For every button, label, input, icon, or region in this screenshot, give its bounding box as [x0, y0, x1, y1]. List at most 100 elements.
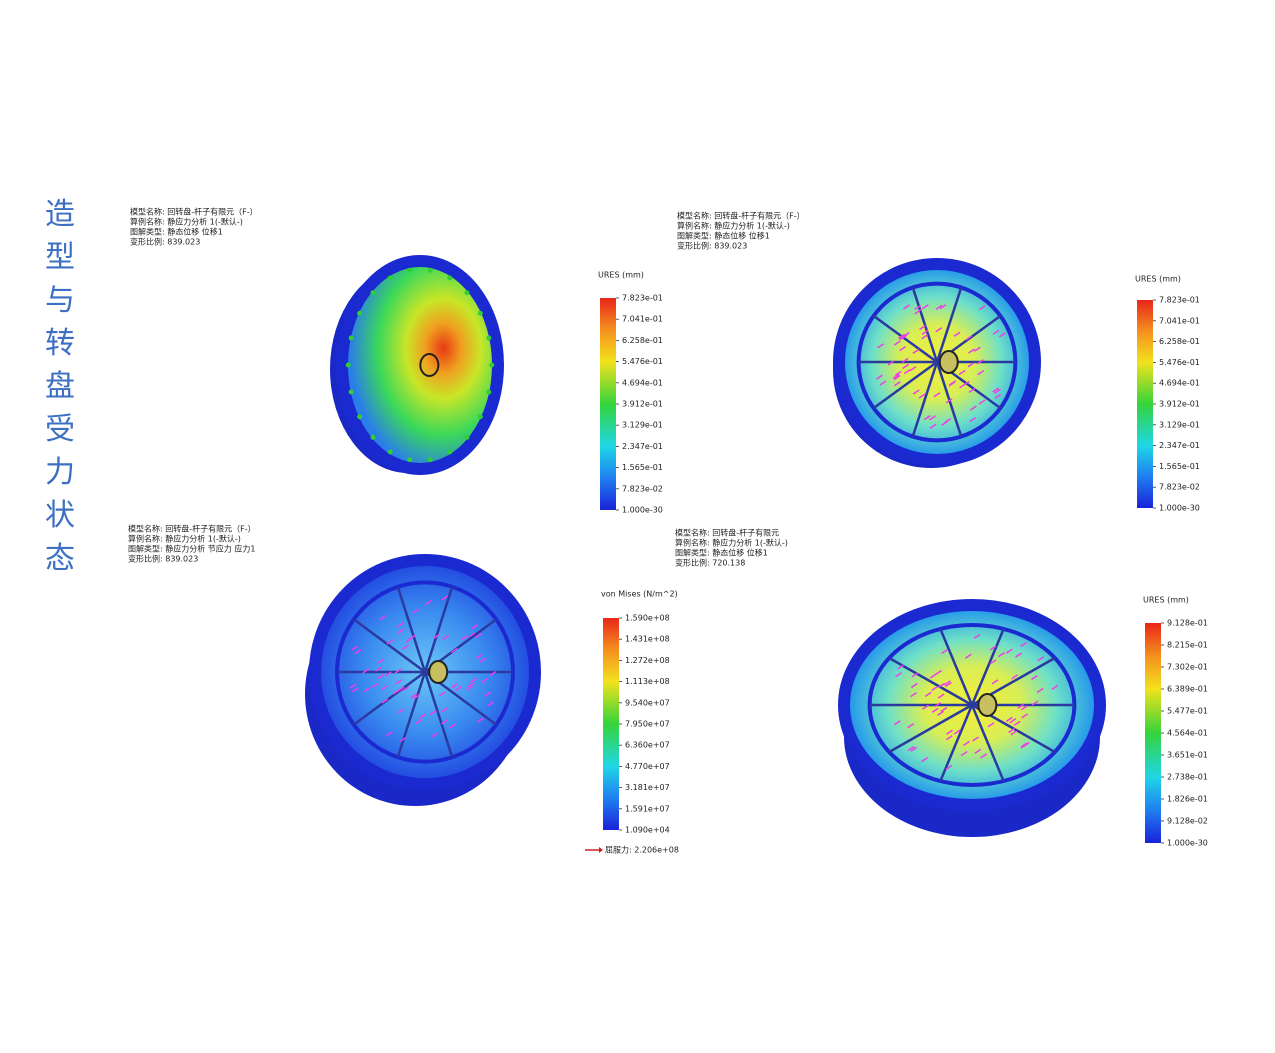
load-arrow [349, 683, 357, 689]
load-arrow [963, 740, 970, 746]
load-arrow [989, 659, 997, 665]
load-arrow [1037, 656, 1045, 662]
disc-spoke [396, 586, 427, 673]
legend-tick-label: 8.215e-01 [1167, 641, 1208, 650]
load-arrow [478, 657, 486, 664]
legend-tick-label: 1.272e+08 [625, 656, 670, 665]
disc-spoke [396, 671, 427, 758]
legend-tick-label: 1.090e+04 [625, 826, 670, 835]
disc-spoke [939, 628, 974, 706]
load-arrow [1010, 730, 1018, 736]
color-bar [603, 618, 619, 830]
load-arrow [893, 374, 901, 381]
load-arrow [379, 614, 387, 621]
load-arrow [879, 380, 887, 386]
load-arrow [924, 691, 932, 698]
load-arrow [442, 634, 449, 641]
load-arrow [875, 374, 883, 380]
load-arrow [894, 370, 902, 376]
load-arrow [960, 751, 968, 757]
load-arrow [902, 363, 910, 370]
load-arrow [923, 414, 931, 421]
load-arrow [912, 348, 920, 355]
load-arrow [959, 383, 966, 389]
load-arrow [893, 381, 901, 387]
fixture-marker [387, 275, 393, 281]
load-arrow [992, 329, 1000, 335]
info-line: 模型名称: 回转盘-杆子有限元 [675, 528, 779, 538]
load-arrow [968, 348, 975, 354]
load-arrow [941, 648, 949, 654]
load-arrow [893, 720, 901, 726]
load-arrow [395, 679, 403, 685]
load-arrow [441, 719, 448, 725]
load-arrow [929, 415, 936, 421]
load-arrow [394, 668, 402, 674]
fixture-marker [357, 310, 363, 316]
legend-tick-label: 7.950e+07 [625, 720, 670, 729]
load-arrow [1009, 718, 1017, 724]
load-arrow [937, 710, 944, 717]
load-arrow [401, 644, 409, 650]
fixture-marker [370, 290, 376, 296]
load-arrow [903, 369, 911, 375]
load-arrow [376, 658, 384, 664]
disc-spoke [970, 704, 1005, 782]
legend-tick-label: 2.347e-01 [622, 442, 663, 451]
load-arrow [967, 362, 975, 368]
load-arrow [898, 334, 906, 341]
load-arrow [895, 672, 902, 678]
info-line: 图解类型: 静态位移 位移1 [675, 548, 768, 558]
load-arrow [903, 304, 910, 310]
load-arrow [354, 649, 362, 655]
legend-tick-label: 3.129e-01 [622, 421, 663, 430]
load-arrow [429, 709, 437, 716]
legend-tick-label: 2.347e-01 [1159, 441, 1200, 450]
load-arrow [897, 664, 904, 670]
load-arrow [484, 691, 492, 697]
yield-label: 屈服力: 2.206e+08 [605, 845, 679, 855]
disc-spoke [872, 360, 938, 410]
load-arrow [901, 357, 909, 363]
fixture-marker [348, 335, 354, 341]
legend-tick-label: 1.431e+08 [625, 635, 670, 644]
load-arrow [974, 748, 982, 755]
info-line: 算例名称: 静应力分析 1(-默认-) [128, 534, 241, 544]
load-arrow [381, 698, 389, 704]
fixture-marker [464, 290, 470, 296]
load-arrow [898, 333, 905, 340]
load-arrow [397, 708, 405, 714]
info-line: 算例名称: 静应力分析 1(-默认-) [130, 217, 243, 227]
info-line: 变形比例: 839.023 [130, 237, 200, 247]
load-arrow [991, 679, 999, 685]
fixture-marker [486, 335, 492, 341]
legend-tick-label: 1.826e-01 [1167, 795, 1208, 804]
legend-tick-label: 4.694e-01 [622, 378, 663, 387]
load-arrow [1021, 705, 1028, 711]
load-arrow [1031, 700, 1039, 706]
info-line: 变形比例: 720.138 [675, 558, 745, 568]
load-arrow [466, 685, 473, 691]
disc-spoke [888, 703, 973, 754]
legend-tick-label: 7.823e-01 [622, 294, 663, 303]
load-arrow [929, 423, 937, 429]
load-arrow [931, 707, 939, 714]
load-arrow [375, 666, 382, 672]
fixture-marker [407, 457, 413, 463]
legend-tick-label: 7.823e-02 [1159, 483, 1200, 492]
load-arrow [1020, 742, 1028, 748]
info-line: 算例名称: 静应力分析 1(-默认-) [677, 221, 790, 231]
disc-spoke [935, 287, 963, 363]
load-arrow [934, 701, 942, 708]
load-arrow [476, 717, 484, 723]
load-arrow [907, 745, 915, 752]
result-panel: 模型名称: 回转盘-杆子有限元（F-）算例名称: 静应力分析 1(-默认-)图解… [128, 524, 679, 855]
legend-tick-label: 5.477e-01 [1167, 707, 1208, 716]
legend-tick-label: 3.912e-01 [1159, 400, 1200, 409]
load-arrow [438, 691, 446, 697]
color-bar [600, 298, 616, 510]
load-arrow [964, 653, 972, 659]
legend-title: URES (mm) [1135, 275, 1181, 284]
legend-tick-label: 1.000e-30 [1167, 839, 1208, 848]
